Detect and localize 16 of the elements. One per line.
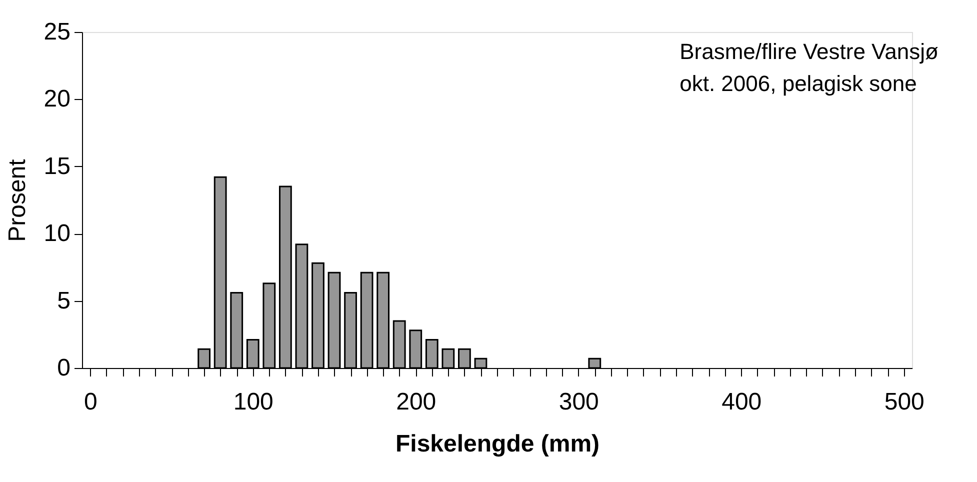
annotation: Brasme/flire Vestre Vansjø xyxy=(680,39,938,64)
y-tick-label: 0 xyxy=(57,354,70,382)
x-tick-label: 500 xyxy=(884,388,924,416)
x-tick-label: 200 xyxy=(396,388,436,416)
y-tick-label: 10 xyxy=(44,220,70,248)
x-tick-label: 0 xyxy=(84,388,98,416)
y-tick-label: 25 xyxy=(44,18,70,46)
y-tick-label: 20 xyxy=(44,86,70,113)
x-axis-title: Fiskelengde (mm) xyxy=(395,430,600,458)
y-tick-label: 15 xyxy=(44,152,70,180)
y-axis-title: Prosent xyxy=(4,158,31,242)
x-tick-label: 100 xyxy=(233,388,274,416)
y-tick-label: 5 xyxy=(57,287,70,314)
x-tick-label: 400 xyxy=(722,388,762,416)
x-tick-label: 300 xyxy=(558,388,599,416)
annotation: okt. 2006, pelagisk sone xyxy=(680,71,917,96)
